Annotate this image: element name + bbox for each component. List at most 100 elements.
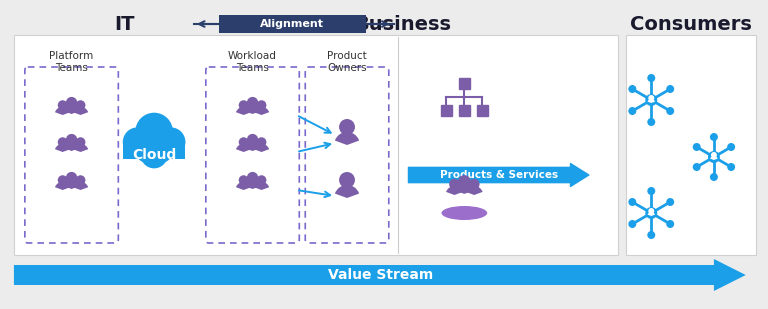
Bar [459,78,470,89]
Circle shape [257,137,266,147]
Circle shape [66,97,78,108]
Circle shape [628,107,637,115]
Circle shape [710,173,718,181]
Circle shape [148,138,173,163]
Circle shape [667,198,674,206]
Bar [477,105,488,116]
Wedge shape [236,144,251,152]
Circle shape [628,198,637,206]
Circle shape [711,152,717,158]
Circle shape [141,141,167,168]
Wedge shape [63,142,81,151]
FancyArrowPatch shape [299,116,331,133]
Wedge shape [335,185,359,198]
Circle shape [647,187,655,195]
Wedge shape [73,107,88,115]
FancyBboxPatch shape [14,35,618,255]
Text: Workload
Teams: Workload Teams [228,51,277,73]
Circle shape [75,100,85,110]
Circle shape [710,133,718,141]
Wedge shape [55,182,71,190]
Circle shape [708,151,720,163]
Circle shape [247,97,258,108]
Wedge shape [243,104,261,114]
Circle shape [58,137,68,147]
Ellipse shape [442,206,487,220]
Wedge shape [63,180,81,189]
Circle shape [239,175,249,185]
FancyBboxPatch shape [627,35,756,255]
Circle shape [339,172,355,188]
Circle shape [468,179,479,190]
Circle shape [648,208,654,214]
Wedge shape [455,184,474,194]
Text: Products & Services: Products & Services [439,170,558,180]
Circle shape [66,134,78,145]
Circle shape [257,100,266,110]
Circle shape [75,137,85,147]
Circle shape [727,163,735,171]
Circle shape [156,127,185,157]
Text: Value Stream: Value Stream [328,268,433,282]
Text: Alignment: Alignment [260,19,324,29]
FancyArrowPatch shape [299,143,330,151]
Wedge shape [243,180,261,189]
Wedge shape [63,104,81,114]
Wedge shape [55,107,71,115]
Wedge shape [73,144,88,152]
Circle shape [66,172,78,183]
Wedge shape [254,182,269,190]
Circle shape [58,100,68,110]
Circle shape [449,179,460,190]
Circle shape [75,175,85,185]
Text: Cloud: Cloud [132,148,176,162]
Wedge shape [243,142,261,151]
Circle shape [647,74,655,82]
Circle shape [239,137,249,147]
Circle shape [693,163,700,171]
Wedge shape [710,156,717,160]
Circle shape [247,134,258,145]
Circle shape [727,143,735,151]
Wedge shape [55,144,71,152]
Circle shape [628,85,637,93]
FancyArrowPatch shape [366,21,388,27]
FancyArrowPatch shape [299,190,330,197]
Circle shape [667,107,674,115]
Wedge shape [446,186,463,195]
Text: Consumers: Consumers [630,15,752,33]
Circle shape [628,220,637,228]
Circle shape [58,175,68,185]
Wedge shape [254,107,269,115]
Circle shape [667,220,674,228]
Circle shape [645,94,657,106]
Wedge shape [236,182,251,190]
Wedge shape [254,144,269,152]
Circle shape [648,95,654,101]
Circle shape [239,100,249,110]
Circle shape [135,113,173,150]
FancyArrowPatch shape [199,21,218,27]
FancyBboxPatch shape [123,142,185,159]
Circle shape [123,127,152,157]
FancyBboxPatch shape [219,15,366,33]
Circle shape [667,85,674,93]
Circle shape [647,231,655,239]
Wedge shape [465,186,482,195]
Circle shape [135,138,161,163]
Text: Platform
Teams: Platform Teams [49,51,94,73]
Text: Business: Business [354,15,451,33]
Wedge shape [236,107,251,115]
Circle shape [693,143,700,151]
Wedge shape [647,212,655,216]
Circle shape [647,118,655,126]
Circle shape [645,207,657,219]
Text: Product
Owners: Product Owners [327,51,367,73]
Circle shape [458,175,471,188]
Polygon shape [14,259,746,291]
Wedge shape [647,99,655,103]
Circle shape [339,119,355,135]
Circle shape [257,175,266,185]
Bar [442,105,452,116]
Bar [459,105,470,116]
